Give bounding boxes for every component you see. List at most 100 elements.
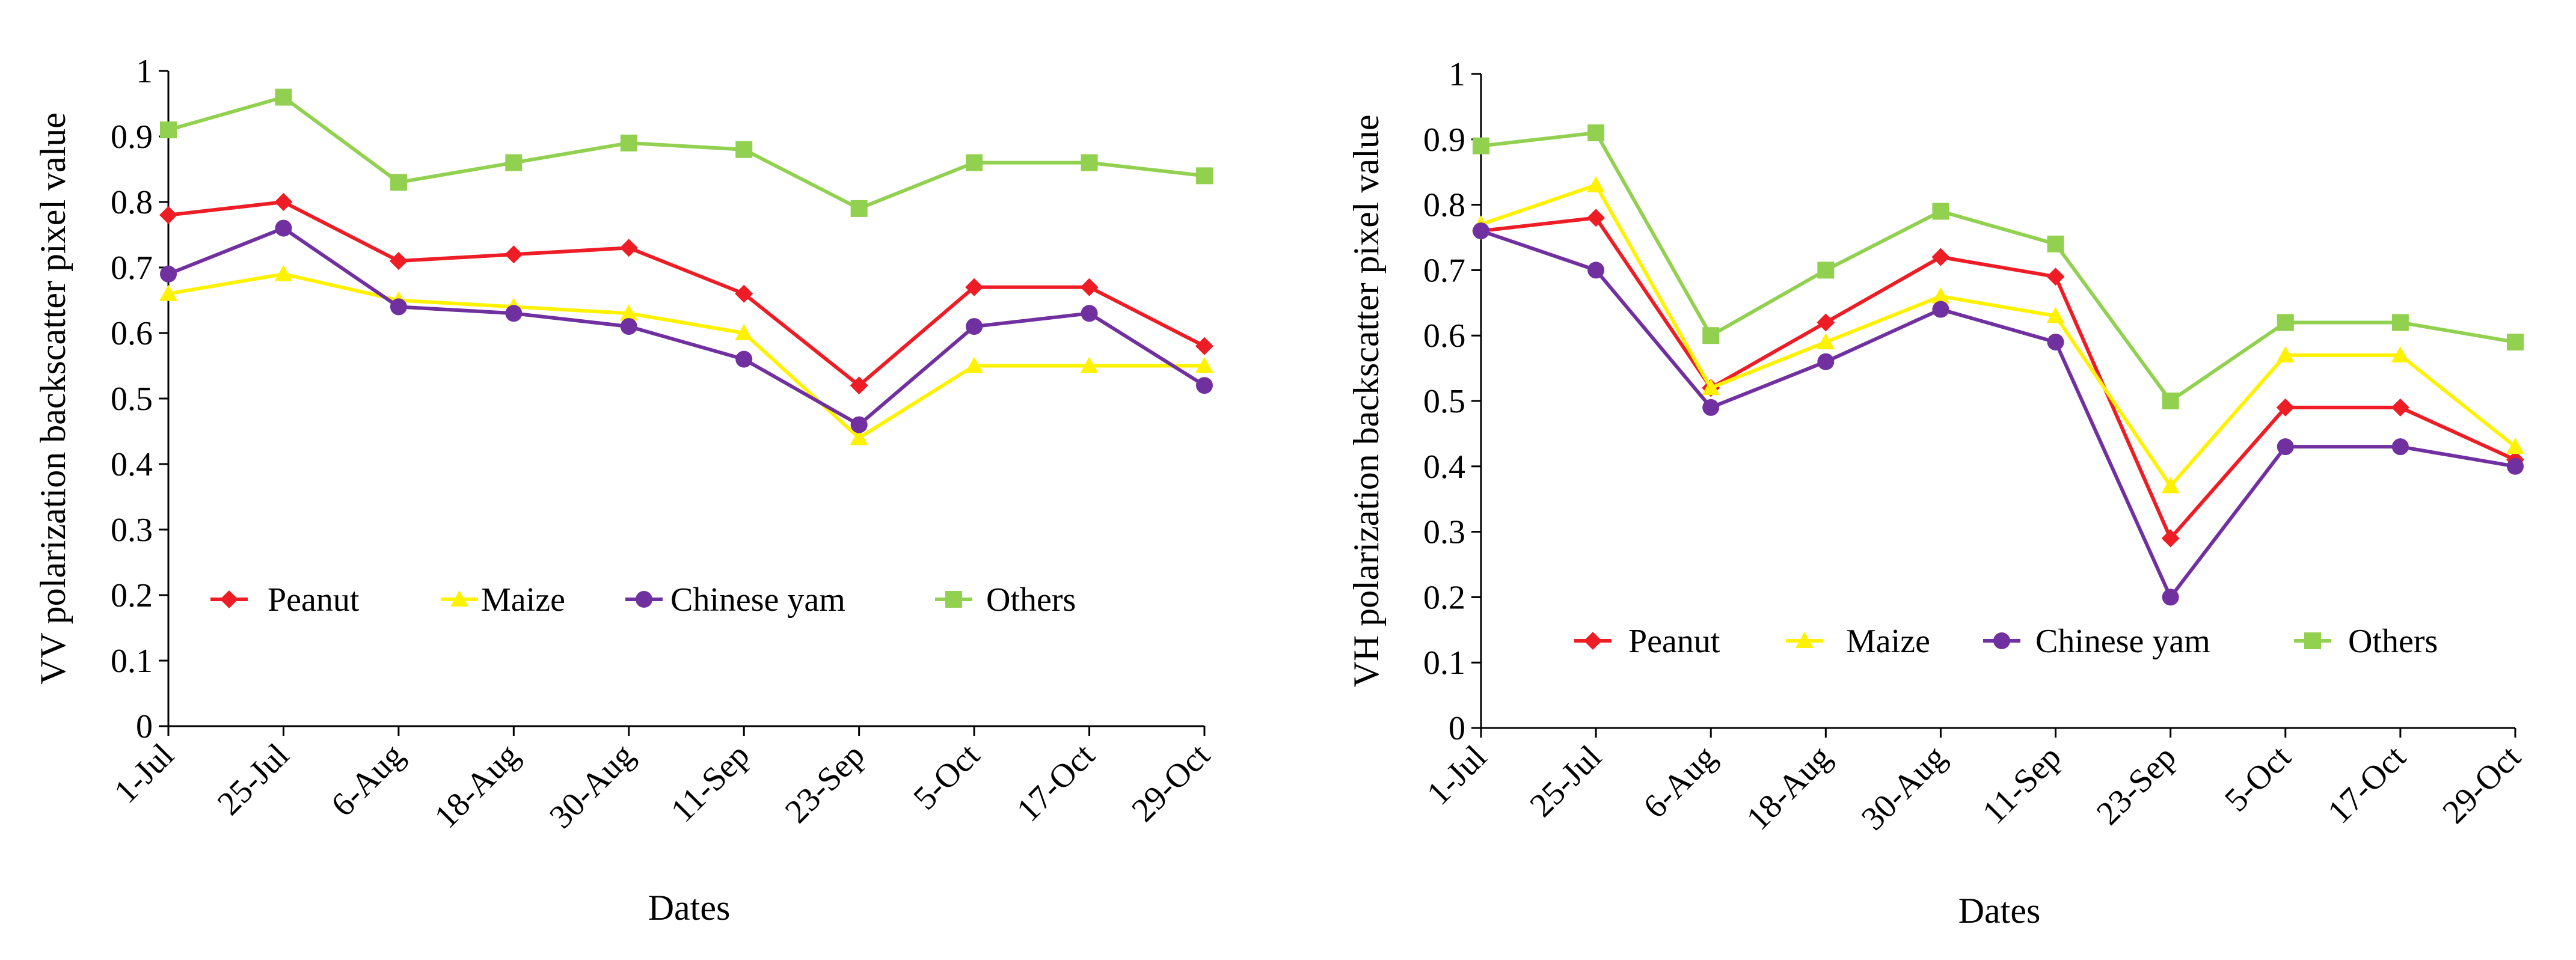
legend-label-maize: Maize	[1846, 623, 1930, 660]
data-point-maize	[1587, 176, 1605, 192]
y-tick-label: 0.2	[111, 577, 153, 614]
y-tick-label: 0.7	[1423, 252, 1465, 289]
y-tick-label: 0.7	[111, 249, 153, 287]
x-tick-label: 5-Oct	[906, 736, 987, 817]
legend-label-others: Others	[986, 581, 1076, 619]
data-point-peanut	[2046, 268, 2065, 286]
y-tick-label: 0.4	[1423, 448, 1465, 486]
legend-label-peanut: Peanut	[268, 581, 360, 619]
y-tick-label: 0.6	[1423, 317, 1465, 355]
y-tick-label: 0.5	[1423, 383, 1465, 420]
x-tick-label: 1-Jul	[1420, 738, 1494, 812]
series-line-others	[1480, 130, 2516, 403]
data-point-maize	[619, 304, 638, 321]
x-tick-label: 30-Aug	[542, 736, 642, 836]
data-point-maize	[2391, 346, 2409, 362]
data-point-chinese-yam	[390, 298, 407, 316]
data-point-maize	[735, 324, 753, 340]
x-tick-label: 17-Oct	[2320, 738, 2413, 831]
y-tick-label: 0.8	[111, 184, 153, 221]
data-point-chinese-yam	[505, 305, 523, 322]
x-tick-label: 23-Sep	[778, 736, 872, 830]
data-point-others	[2391, 314, 2409, 331]
y-tick-label: 0.6	[111, 315, 153, 352]
y-tick-label: 1	[1449, 56, 1465, 93]
data-point-peanut	[2276, 398, 2295, 417]
chart-2: 0 0.1 0.2 0.3 0.4 0.5 0.6 0.7 0.8 0.9 1 1-Jul 25-Jul…	[1346, 56, 2528, 931]
legend-label-maize: Maize	[481, 581, 565, 619]
data-point-chinese-yam	[2162, 589, 2179, 606]
legend-marker-chinese-yam	[1993, 632, 2010, 649]
data-point-peanut	[159, 206, 177, 224]
data-point-others	[1081, 154, 1098, 171]
data-point-others	[735, 141, 753, 158]
y-tick-label: 0.3	[111, 512, 153, 549]
data-point-others	[390, 174, 407, 191]
x-tick-label: 18-Aug	[428, 736, 527, 836]
data-point-chinese-yam	[2507, 457, 2524, 475]
data-point-others	[850, 200, 868, 217]
legend-label-peanut: Peanut	[1628, 623, 1720, 660]
data-point-peanut	[1931, 248, 1950, 266]
series-line-peanut	[1480, 216, 2516, 540]
data-point-chinese-yam	[1702, 399, 1720, 416]
data-point-peanut	[619, 239, 638, 257]
y-tick-label: 0	[136, 708, 153, 745]
series-line-others	[168, 95, 1205, 210]
legend-label-others: Others	[2348, 623, 2438, 660]
data-point-maize	[1195, 356, 1213, 373]
data-point-peanut	[1817, 313, 1835, 332]
data-point-maize	[2506, 438, 2524, 454]
y-tick-label: 0.5	[111, 381, 153, 418]
y-axis-title: VH polarization backscatter pixel value	[1346, 115, 1386, 688]
data-point-others	[1702, 327, 1720, 344]
data-point-chinese-yam	[2391, 438, 2409, 456]
y-tick-label: 0	[1449, 710, 1465, 747]
y-tick-label: 0.1	[111, 643, 153, 680]
x-tick-label: 5-Oct	[2218, 738, 2298, 819]
data-point-others	[1587, 124, 1605, 141]
x-tick-label: 29-Oct	[1124, 736, 1217, 829]
series-line-chinese-yam	[1480, 229, 2516, 599]
x-axis-title: Dates	[648, 888, 731, 928]
data-point-chinese-yam	[850, 416, 868, 433]
data-point-maize	[2046, 307, 2065, 323]
x-tick-label: 11-Sep	[664, 736, 757, 830]
y-tick-label: 0.3	[1423, 514, 1465, 551]
data-point-others	[1932, 203, 1949, 220]
data-point-chinese-yam	[160, 265, 177, 283]
legend-label-chinese-yam: Chinese yam	[670, 581, 845, 619]
series-line-chinese-yam	[167, 226, 1206, 427]
data-point-others	[505, 154, 523, 171]
legend-marker-others	[2304, 632, 2321, 649]
data-point-maize	[274, 264, 293, 281]
x-axis-title: Dates	[1958, 891, 2041, 931]
x-tick-label: 6-Aug	[324, 736, 411, 824]
legend-marker-others	[945, 591, 962, 608]
legend-marker-maize	[1796, 632, 1814, 648]
data-point-chinese-yam	[275, 219, 292, 237]
data-point-others	[160, 121, 177, 139]
y-tick-label: 0.9	[1423, 121, 1465, 159]
data-point-others	[1196, 167, 1213, 185]
y-tick-label: 0.9	[111, 118, 153, 156]
data-point-maize	[159, 284, 177, 301]
data-point-maize	[1817, 333, 1835, 350]
data-point-others	[275, 88, 292, 106]
y-tick-label: 0.8	[1423, 187, 1465, 224]
data-point-peanut	[2391, 398, 2409, 417]
data-point-chinese-yam	[1473, 222, 1489, 240]
x-tick-label: 23-Sep	[2090, 738, 2183, 832]
data-point-peanut	[1587, 209, 1605, 227]
data-point-peanut	[2161, 529, 2180, 548]
data-point-peanut	[735, 284, 753, 303]
data-point-chinese-yam	[735, 350, 753, 368]
y-tick-label: 1	[136, 53, 153, 90]
data-point-maize	[2161, 477, 2180, 494]
x-tick-label: 30-Aug	[1854, 738, 1954, 837]
x-tick-label: 17-Oct	[1010, 736, 1102, 829]
data-point-peanut	[504, 245, 523, 264]
data-point-others	[1817, 261, 1835, 279]
